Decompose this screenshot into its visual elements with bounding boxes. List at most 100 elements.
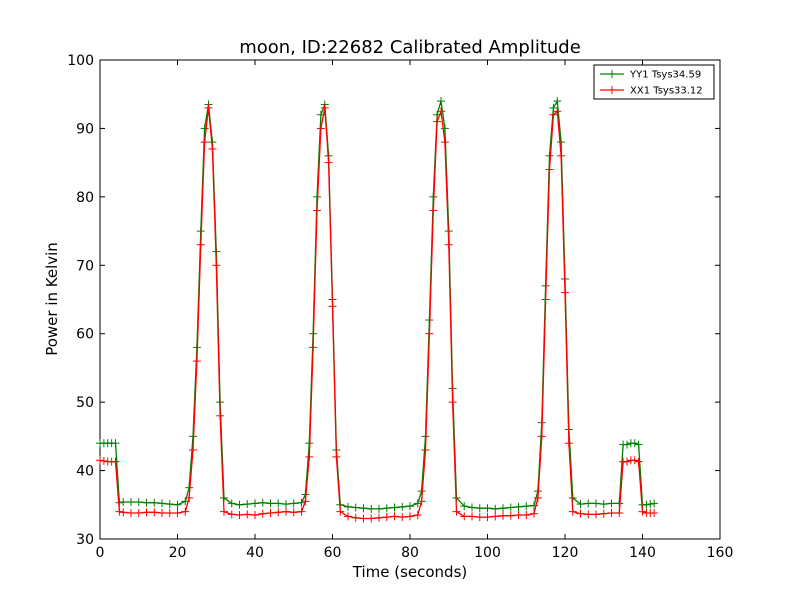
data-point (336, 507, 345, 516)
data-point (351, 503, 360, 512)
data-point (440, 138, 449, 147)
data-point (251, 511, 259, 520)
y-tick-label: 80 (76, 190, 94, 206)
data-point (607, 508, 616, 517)
data-point (282, 507, 290, 516)
data-point (437, 97, 445, 106)
data-point (289, 499, 298, 508)
data-point (99, 456, 108, 465)
y-tick-label: 30 (76, 532, 94, 548)
y-tick-label: 90 (76, 121, 94, 137)
data-point (344, 512, 352, 521)
data-point (382, 504, 391, 513)
data-point (111, 439, 120, 448)
data-point (592, 510, 600, 519)
data-point (630, 456, 639, 465)
data-point (607, 499, 616, 508)
data-point (119, 498, 128, 507)
data-point (448, 398, 457, 407)
data-point (623, 457, 631, 466)
data-point (375, 504, 383, 513)
data-point (557, 151, 566, 160)
legend: YY1 Tsys34.59 XX1 Tsys33.12 (593, 64, 715, 100)
data-point (150, 508, 159, 517)
data-point (491, 512, 500, 521)
data-point (506, 511, 515, 520)
data-point (351, 513, 360, 522)
data-point (406, 512, 414, 521)
data-point (468, 512, 476, 521)
data-point (181, 507, 190, 516)
data-point (243, 500, 252, 509)
data-point (475, 513, 484, 522)
data-point (433, 117, 442, 126)
data-point (134, 508, 143, 517)
x-tick-label: 20 (169, 545, 187, 561)
data-point (375, 513, 383, 522)
y-tick-label: 100 (67, 53, 94, 69)
data-point (158, 508, 166, 517)
data-point (417, 497, 426, 506)
data-point (173, 508, 182, 517)
data-point (142, 508, 151, 517)
data-point (406, 502, 414, 511)
data-point (576, 509, 585, 518)
data-point (564, 439, 573, 448)
data-point (297, 507, 306, 516)
data-point (235, 500, 244, 509)
data-point (522, 502, 531, 511)
data-point (623, 440, 631, 449)
y-tick-label: 60 (76, 327, 94, 343)
data-point (468, 503, 476, 512)
data-point (630, 439, 639, 448)
data-point (165, 508, 174, 517)
data-point (127, 508, 135, 517)
data-point (530, 509, 538, 518)
data-point (421, 446, 430, 455)
data-point (549, 103, 558, 112)
data-point (483, 504, 492, 513)
legend-label: YY1 Tsys34.59 (629, 70, 701, 81)
data-point (301, 497, 310, 506)
data-point (185, 493, 194, 502)
data-point (119, 508, 128, 517)
data-point (158, 499, 166, 508)
x-tick-label: 120 (552, 545, 579, 561)
data-point (440, 124, 449, 133)
data-point (208, 144, 217, 153)
data-point (545, 165, 554, 174)
data-point (592, 499, 600, 508)
data-point (196, 240, 205, 249)
data-point (359, 514, 368, 523)
data-point (274, 508, 283, 517)
data-point (541, 295, 550, 304)
data-point (460, 512, 469, 521)
data-point (545, 151, 554, 160)
data-point (258, 509, 267, 518)
data-point (305, 452, 314, 461)
chart-title: moon, ID:22682 Calibrated Amplitude (239, 37, 581, 58)
data-point (642, 500, 651, 509)
data-point (200, 124, 209, 133)
data-point (96, 456, 104, 465)
data-point (615, 508, 624, 517)
data-point (324, 158, 333, 167)
legend-item: XX1 Tsys33.12 (600, 86, 703, 97)
data-point (142, 498, 151, 507)
data-point (274, 499, 283, 508)
y-tick-label: 50 (76, 395, 94, 411)
data-point (258, 498, 267, 507)
x-tick-label: 40 (246, 545, 264, 561)
data-point (189, 446, 197, 455)
data-point (235, 511, 244, 520)
data-point (111, 457, 120, 466)
data-point (557, 138, 566, 147)
data-point (165, 500, 174, 509)
x-tick-label: 60 (324, 545, 342, 561)
data-point (192, 357, 201, 366)
data-point (390, 503, 399, 512)
data-point (514, 502, 523, 511)
data-point (444, 240, 453, 249)
